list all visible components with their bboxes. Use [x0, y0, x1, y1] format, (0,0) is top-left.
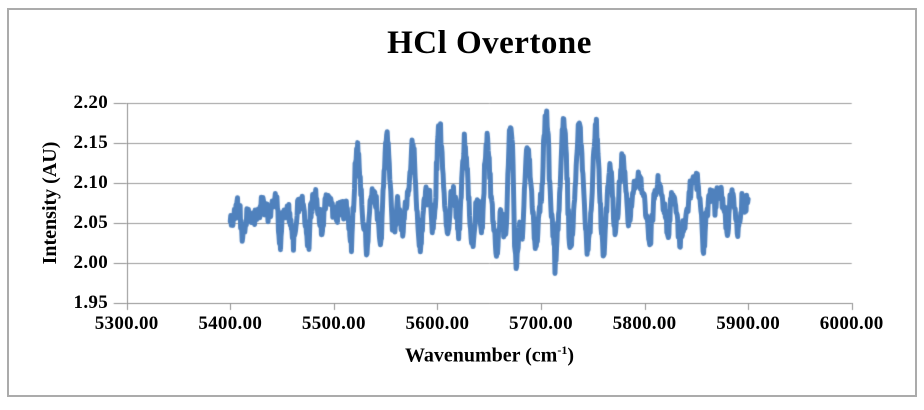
x-axis-tick-label: 5800.00 [612, 313, 677, 334]
y-axis-tick-label: 2.00 [73, 252, 108, 273]
x-axis-title: Wavenumber (cm-1) [127, 343, 852, 368]
x-axis-tick-label: 5900.00 [716, 313, 781, 334]
x-axis-tick-label: 6000.00 [819, 313, 884, 334]
x-axis-tick-label: 5300.00 [94, 313, 159, 334]
x-axis-title-main: Wavenumber (cm [404, 344, 558, 367]
y-axis-tick-label: 1.95 [73, 292, 108, 313]
x-axis-tick-label: 5700.00 [509, 313, 573, 334]
y-axis-tick-label: 2.15 [73, 132, 108, 153]
x-axis-title-close: ) [567, 344, 575, 367]
x-axis-tick-label: 5500.00 [301, 313, 366, 334]
x-axis-tick-label: 5600.00 [405, 313, 470, 334]
x-axis-tick-label: 5400.00 [198, 313, 263, 334]
y-axis-tick-label: 2.05 [73, 212, 108, 233]
x-axis-title-superscript: -1 [557, 343, 568, 357]
chart-title: HCl Overtone [387, 25, 592, 61]
y-axis-tick-label: 2.10 [73, 172, 108, 193]
y-axis-tick-label: 2.20 [73, 92, 108, 113]
